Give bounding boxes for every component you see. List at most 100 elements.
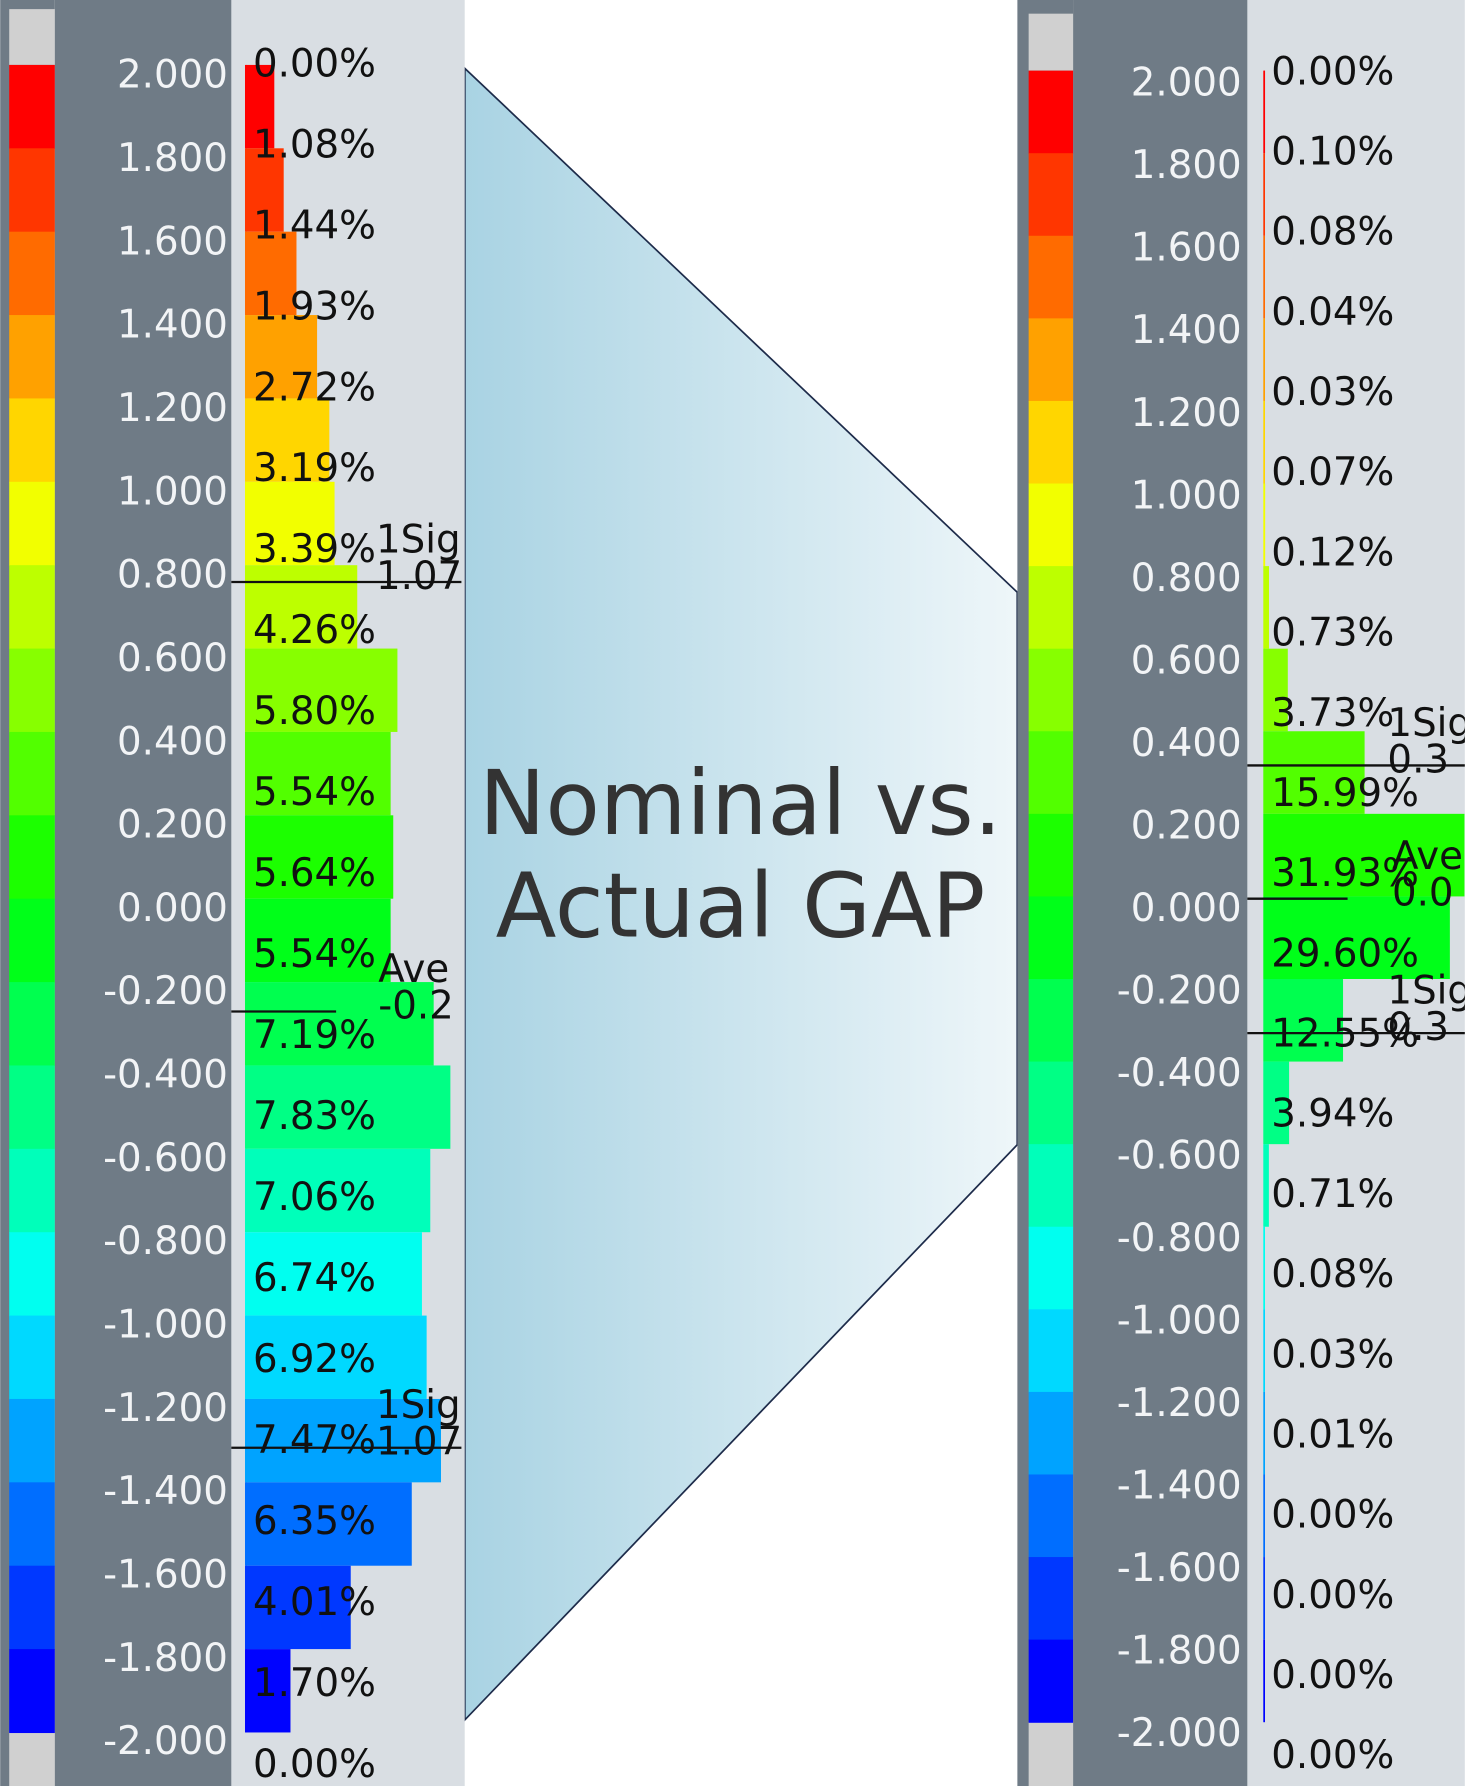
colorbar-band: [9, 1482, 55, 1567]
percent-label: 0.00%: [1271, 1653, 1394, 1698]
scale-label: 1.200: [1131, 391, 1242, 436]
scale-label: -1.800: [1117, 1629, 1242, 1674]
percent-label: 0.08%: [1271, 210, 1394, 255]
scale-label: -0.200: [1117, 968, 1242, 1013]
percent-label: 0.03%: [1271, 1332, 1394, 1377]
colorbar-band: [9, 1649, 55, 1734]
percent-label: 1.70%: [253, 1661, 376, 1706]
histogram-axis: [1263, 566, 1265, 649]
colorbar-band: [1028, 70, 1074, 154]
histogram-axis: [1263, 70, 1265, 154]
percent-label: 5.54%: [253, 932, 376, 977]
histogram-bar: [1264, 1144, 1269, 1227]
histogram-axis: [244, 1482, 247, 1566]
percent-label: 7.19%: [253, 1013, 376, 1058]
histogram-bar: [1264, 483, 1266, 567]
colorbar-band: [1028, 1639, 1074, 1723]
percent-label: 1.44%: [253, 203, 376, 248]
scale-label: -1.600: [1117, 1546, 1242, 1591]
histogram-axis: [244, 815, 247, 899]
histogram-bar: [246, 815, 394, 899]
colorbar-band: [1028, 813, 1074, 897]
histogram-axis: [1263, 896, 1265, 979]
percent-label: 2.72%: [253, 365, 376, 410]
colorbar-band: [9, 231, 55, 316]
histogram-bar: [246, 1398, 441, 1483]
scale-label: 2.000: [117, 53, 228, 98]
histogram-axis: [1263, 813, 1265, 897]
scale-label: -0.400: [103, 1053, 228, 1098]
percent-label: 7.47%: [253, 1418, 376, 1463]
scale-label: 1.800: [117, 136, 228, 181]
histogram-axis: [244, 148, 247, 232]
colorbar-band: [9, 481, 55, 566]
colorbar-band: [1028, 1557, 1074, 1641]
colorbar-band: [1028, 235, 1074, 319]
annotation-text: Ave: [378, 947, 449, 992]
percent-label: 0.00%: [253, 41, 376, 86]
histogram-bar: [246, 731, 391, 816]
percent-label: 0.04%: [1271, 290, 1394, 335]
scale-label: 0.800: [1131, 556, 1242, 601]
colorbar-band: [1028, 400, 1074, 485]
percent-label: 0.00%: [1271, 1493, 1394, 1538]
scale-label: 0.400: [117, 719, 228, 764]
colorbar-cap: [1028, 1722, 1074, 1786]
scale-label: 0.800: [117, 553, 228, 598]
colorbar-band: [1028, 1144, 1074, 1228]
annotation-text: 0.3: [1387, 1005, 1449, 1050]
annotation-text: 1.07: [376, 1420, 462, 1465]
histogram-axis: [1263, 1226, 1265, 1310]
histogram-axis: [244, 1565, 247, 1650]
histogram-axis: [1263, 400, 1265, 484]
scale-label: -1.200: [103, 1386, 228, 1431]
colorbar-band: [1028, 1226, 1074, 1310]
scale-label: 0.000: [1131, 886, 1242, 931]
scale-label: 0.200: [117, 803, 228, 848]
histogram-bar: [1264, 648, 1288, 732]
histogram-axis: [1263, 153, 1265, 236]
histogram-axis: [1263, 1474, 1265, 1558]
colorbar-band: [9, 1315, 55, 1400]
histogram-axis: [244, 648, 247, 732]
histogram-bar: [246, 398, 330, 482]
histogram-bar: [1264, 153, 1265, 236]
histogram-axis: [1263, 235, 1265, 319]
scale-label: -0.800: [103, 1219, 228, 1264]
histogram-bar: [246, 1315, 427, 1399]
scale-label: 0.400: [1131, 721, 1242, 766]
histogram-bar: [246, 1482, 412, 1566]
scale-label: -2.000: [103, 1719, 228, 1764]
percent-label: 1.08%: [253, 122, 376, 167]
scale-label: 0.600: [117, 636, 228, 681]
percent-label: 7.83%: [253, 1094, 376, 1139]
scale-label: -1.000: [1117, 1299, 1242, 1344]
histogram-axis: [1263, 1309, 1265, 1392]
histogram-axis: [244, 898, 247, 983]
legend-panel: 2.000 1.800 1.600 1.400 1.200 1.000 0.800 0.600…: [0, 0, 465, 1786]
colorbar-band: [9, 1565, 55, 1650]
histogram-bar: [1264, 813, 1465, 897]
histogram-bar: [246, 565, 358, 649]
percent-label: 0.03%: [1271, 370, 1394, 415]
histogram-bar: [1264, 896, 1450, 979]
colorbar-cap: [9, 9, 55, 65]
histogram-bar: [246, 1565, 351, 1650]
percent-label: 0.07%: [1271, 450, 1394, 495]
scale-label: -2.000: [1117, 1711, 1242, 1756]
histogram-bar: [1264, 1226, 1265, 1310]
histogram-bar: [246, 1148, 431, 1233]
histogram-bar: [246, 1649, 291, 1733]
percent-label: 6.92%: [253, 1337, 376, 1382]
colorbar-band: [9, 398, 55, 483]
title-line: Nominal vs.: [479, 752, 1002, 855]
histogram-axis: [244, 315, 247, 399]
histogram-bar: [1264, 566, 1270, 649]
annotation-text: 1Sig: [1387, 701, 1465, 746]
colorbar-band: [1028, 566, 1074, 650]
percent-label: 0.00%: [1271, 1573, 1394, 1618]
histogram-bar: [246, 64, 275, 149]
colorbar-band: [1028, 1391, 1074, 1476]
histogram-bar: [246, 648, 398, 732]
